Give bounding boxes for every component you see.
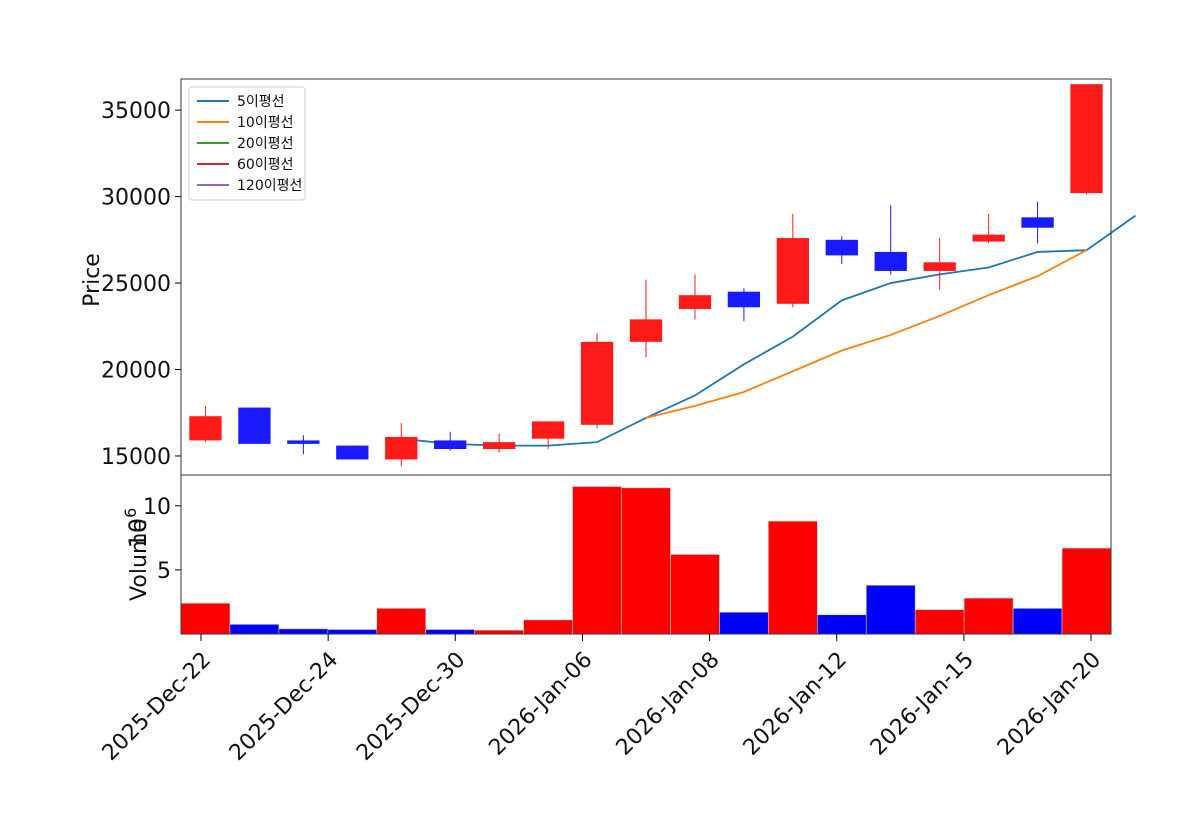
volume-bar — [865, 584, 916, 635]
candle-body — [189, 416, 222, 441]
candle-body — [1021, 217, 1054, 228]
volume-bar — [327, 629, 378, 635]
x-tick-label: 2025-Dec-24 — [225, 647, 343, 765]
candle-body — [825, 239, 858, 256]
x-axis-ticks: 2025-Dec-22 2025-Dec-24 2025-Dec-30 2026-Ja… — [98, 634, 1106, 766]
legend-label: 20이평선 — [237, 136, 293, 152]
candle-body — [336, 445, 369, 460]
x-tick-label: 2026-Jan-08 — [612, 647, 725, 760]
candle-body — [776, 238, 809, 304]
volume-bar — [621, 487, 671, 635]
candle-body — [238, 407, 271, 444]
legend: 5이평선 10이평선 20이평선 60이평선 120이평선 — [188, 86, 306, 201]
volume-bar — [180, 602, 231, 635]
legend-box — [188, 86, 306, 201]
candle-body — [385, 436, 418, 460]
price-tick-label: 30000 — [101, 186, 171, 211]
moving-average-lines — [401, 214, 1136, 447]
x-tick-label: 2025-Dec-22 — [98, 647, 216, 765]
candle-body — [287, 440, 320, 444]
volume-tick-label: 5 — [157, 559, 171, 584]
x-tick-label: 2026-Jan-12 — [739, 647, 852, 760]
price-axis-label: Price — [80, 253, 105, 307]
legend-label: 120이평선 — [237, 178, 302, 194]
volume-bar — [768, 520, 818, 635]
price-tick-label: 15000 — [101, 445, 171, 470]
volume-bar — [474, 629, 524, 635]
volume-offset-label: 106 — [121, 508, 152, 549]
ma5-line — [401, 214, 1136, 447]
volume-axes-frame — [180, 474, 1112, 635]
ma10-line — [645, 249, 1087, 419]
price-y-ticks: 15000 20000 25000 30000 35000 — [101, 99, 181, 470]
volume-bar — [817, 614, 867, 635]
volume-bar — [376, 608, 427, 635]
price-tick-label: 35000 — [101, 99, 171, 124]
volume-bar — [719, 611, 769, 635]
volume-y-ticks: 5 10 — [143, 495, 181, 584]
legend-label: 5이평선 — [237, 94, 285, 110]
x-tick-label: 2026-Jan-15 — [866, 647, 979, 760]
volume-axis-label: Volume — [127, 519, 152, 601]
candle-body — [678, 295, 712, 309]
volume-offset-text: 106 — [121, 508, 152, 549]
volume-bar — [278, 628, 329, 635]
price-panel: 15000 20000 25000 30000 35000 Price 5이평선 10이평… — [80, 78, 1136, 476]
candle-body — [923, 262, 956, 271]
candle-body — [727, 291, 761, 308]
volume-bar — [670, 554, 720, 635]
volume-bar — [1012, 608, 1063, 635]
legend-label: 10이평선 — [237, 115, 293, 131]
candle-body — [874, 251, 907, 271]
x-tick-label: 2026-Jan-20 — [993, 647, 1106, 760]
legend-label: 60이평선 — [237, 157, 293, 173]
volume-bar — [229, 624, 280, 635]
volume-bar — [523, 619, 573, 635]
x-tick-label: 2025-Dec-30 — [352, 647, 470, 765]
price-tick-label: 20000 — [101, 359, 171, 384]
volume-tick-label: 10 — [143, 495, 171, 520]
candle-body — [972, 234, 1005, 242]
volume-panel: 5 10 Volume 106 — [121, 474, 1112, 635]
candle-body — [629, 319, 663, 342]
volume-bar — [914, 609, 965, 635]
price-tick-label: 25000 — [101, 272, 171, 297]
candle-body — [580, 341, 614, 425]
candle-body — [483, 442, 516, 450]
candles — [189, 84, 1103, 467]
price-axes-frame — [180, 78, 1112, 476]
candle-body — [1070, 84, 1103, 194]
volume-bar — [963, 597, 1014, 635]
volume-bar — [572, 486, 622, 635]
candle-body — [434, 440, 467, 450]
volume-bar — [425, 629, 475, 635]
candle-body — [531, 421, 565, 439]
x-tick-label: 2026-Jan-06 — [484, 647, 597, 760]
volume-bar — [1061, 547, 1112, 635]
volume-bars — [180, 486, 1112, 635]
